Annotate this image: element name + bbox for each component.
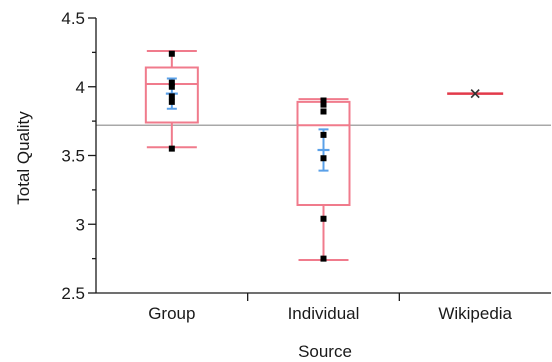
data-point [320, 101, 327, 108]
data-point [320, 255, 327, 262]
y-tick-label: 4 [76, 78, 85, 97]
data-point [168, 98, 175, 105]
x-tick-label: Group [148, 304, 195, 323]
data-point [168, 93, 175, 100]
y-tick-label: 4.5 [61, 9, 85, 28]
y-axis-title: Total Quality [14, 111, 33, 205]
box-iqr [144, 66, 199, 124]
data-point [320, 155, 327, 162]
data-point [168, 79, 175, 86]
y-tick-label: 3 [76, 215, 85, 234]
data-point [320, 131, 327, 138]
x-tick-label: Wikipedia [438, 304, 512, 323]
axes: 2.5 3 3.5 4 4.5 Group Individual Wikipedia [61, 9, 551, 323]
data-point [168, 50, 175, 57]
x-tick-label: Individual [288, 304, 360, 323]
plot-area [96, 50, 551, 262]
data-point-marker [470, 89, 480, 99]
data-point [320, 97, 327, 104]
y-tick-label: 3.5 [61, 147, 85, 166]
data-point [168, 83, 175, 90]
data-point [320, 108, 327, 115]
x-axis-title: Source [298, 342, 352, 361]
y-tick-label: 2.5 [61, 284, 85, 303]
data-point [168, 145, 175, 152]
data-point [320, 215, 327, 222]
